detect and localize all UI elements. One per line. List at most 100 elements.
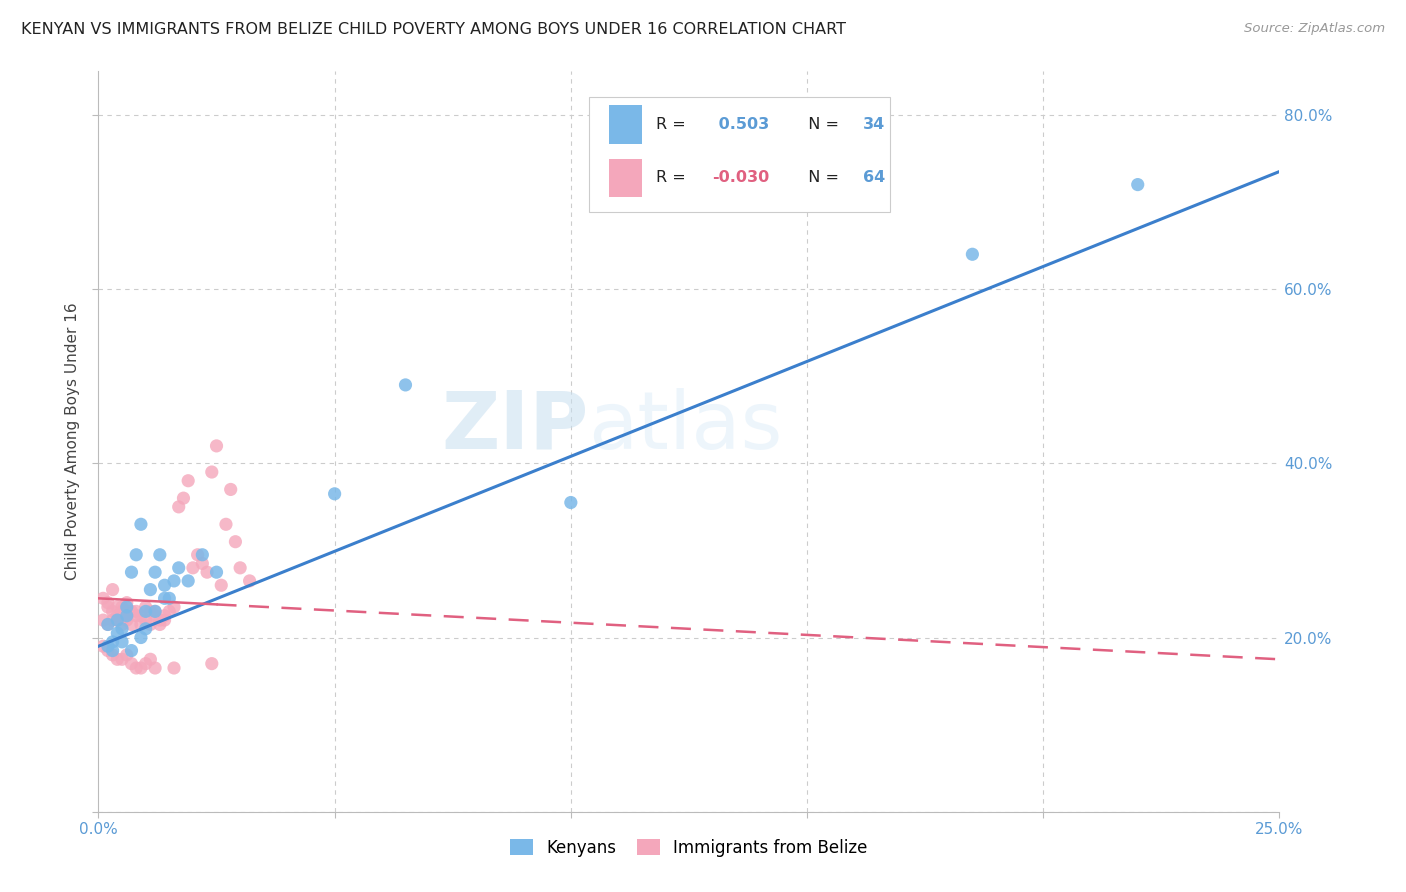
Point <box>215 517 238 532</box>
Point <box>172 491 194 505</box>
Point <box>167 500 190 514</box>
Point <box>153 613 176 627</box>
Point <box>115 608 138 623</box>
Point <box>191 548 214 562</box>
Bar <box>609 105 641 144</box>
Text: -0.030: -0.030 <box>713 170 770 186</box>
Point <box>224 534 246 549</box>
Point <box>97 643 120 657</box>
Point <box>111 652 134 666</box>
Point <box>101 613 124 627</box>
Point <box>105 626 128 640</box>
Point <box>121 565 143 579</box>
Point <box>97 639 120 653</box>
Point <box>105 600 128 615</box>
Point <box>149 613 172 627</box>
Text: N =: N = <box>797 117 844 132</box>
Point <box>111 600 134 615</box>
Point <box>91 591 114 606</box>
Point <box>139 617 162 632</box>
Point <box>177 474 200 488</box>
Point <box>101 604 124 618</box>
Point <box>163 661 186 675</box>
Text: 64: 64 <box>862 170 884 186</box>
Point <box>181 561 204 575</box>
Point <box>394 378 416 392</box>
Point <box>219 483 242 497</box>
Point <box>129 661 152 675</box>
Point <box>121 643 143 657</box>
Legend: Kenyans, Immigrants from Belize: Kenyans, Immigrants from Belize <box>510 838 868 856</box>
Point <box>209 578 232 592</box>
Point <box>177 574 200 588</box>
Point <box>205 439 228 453</box>
Point <box>115 600 138 615</box>
Point <box>129 608 152 623</box>
Point <box>191 557 214 571</box>
Point <box>101 582 124 597</box>
Text: 34: 34 <box>862 117 884 132</box>
Text: Source: ZipAtlas.com: Source: ZipAtlas.com <box>1244 22 1385 36</box>
Point <box>201 657 224 671</box>
Bar <box>609 159 641 197</box>
Point <box>115 648 138 662</box>
Point <box>97 596 120 610</box>
Point <box>187 548 209 562</box>
Point <box>323 487 346 501</box>
Point <box>97 600 120 615</box>
Point <box>149 548 172 562</box>
Text: ZIP: ZIP <box>441 388 589 466</box>
Point <box>139 604 162 618</box>
Point <box>125 661 148 675</box>
Point <box>105 652 128 666</box>
Text: R =: R = <box>655 117 690 132</box>
Point <box>139 652 162 666</box>
Point <box>163 600 186 615</box>
Point <box>962 247 984 261</box>
Point <box>97 617 120 632</box>
Point <box>129 517 152 532</box>
Point <box>201 465 224 479</box>
Point <box>143 608 166 623</box>
Point <box>105 613 128 627</box>
Point <box>143 661 166 675</box>
Point <box>135 604 157 618</box>
Point <box>111 635 134 649</box>
Text: N =: N = <box>797 170 844 186</box>
Point <box>195 565 218 579</box>
Point <box>115 608 138 623</box>
Point <box>149 617 172 632</box>
Point <box>143 565 166 579</box>
Point <box>91 613 114 627</box>
Point <box>135 600 157 615</box>
Point <box>125 608 148 623</box>
Point <box>239 574 262 588</box>
Point <box>111 622 134 636</box>
Point <box>157 591 180 606</box>
Point <box>229 561 252 575</box>
Point <box>157 604 180 618</box>
Y-axis label: Child Poverty Among Boys Under 16: Child Poverty Among Boys Under 16 <box>65 302 80 581</box>
Text: atlas: atlas <box>589 388 783 466</box>
Point <box>129 617 152 632</box>
Text: KENYAN VS IMMIGRANTS FROM BELIZE CHILD POVERTY AMONG BOYS UNDER 16 CORRELATION C: KENYAN VS IMMIGRANTS FROM BELIZE CHILD P… <box>21 22 846 37</box>
Point <box>111 617 134 632</box>
Point <box>153 578 176 592</box>
Point <box>129 631 152 645</box>
Point <box>115 613 138 627</box>
Point <box>101 648 124 662</box>
Point <box>105 608 128 623</box>
Point <box>91 639 114 653</box>
Point <box>135 657 157 671</box>
Point <box>115 596 138 610</box>
Point <box>143 604 166 618</box>
Point <box>97 617 120 632</box>
Point <box>135 622 157 636</box>
Point <box>143 604 166 618</box>
Point <box>153 591 176 606</box>
Point <box>101 643 124 657</box>
Point <box>163 574 186 588</box>
Point <box>121 604 143 618</box>
FancyBboxPatch shape <box>589 97 890 212</box>
Point <box>1126 178 1149 192</box>
